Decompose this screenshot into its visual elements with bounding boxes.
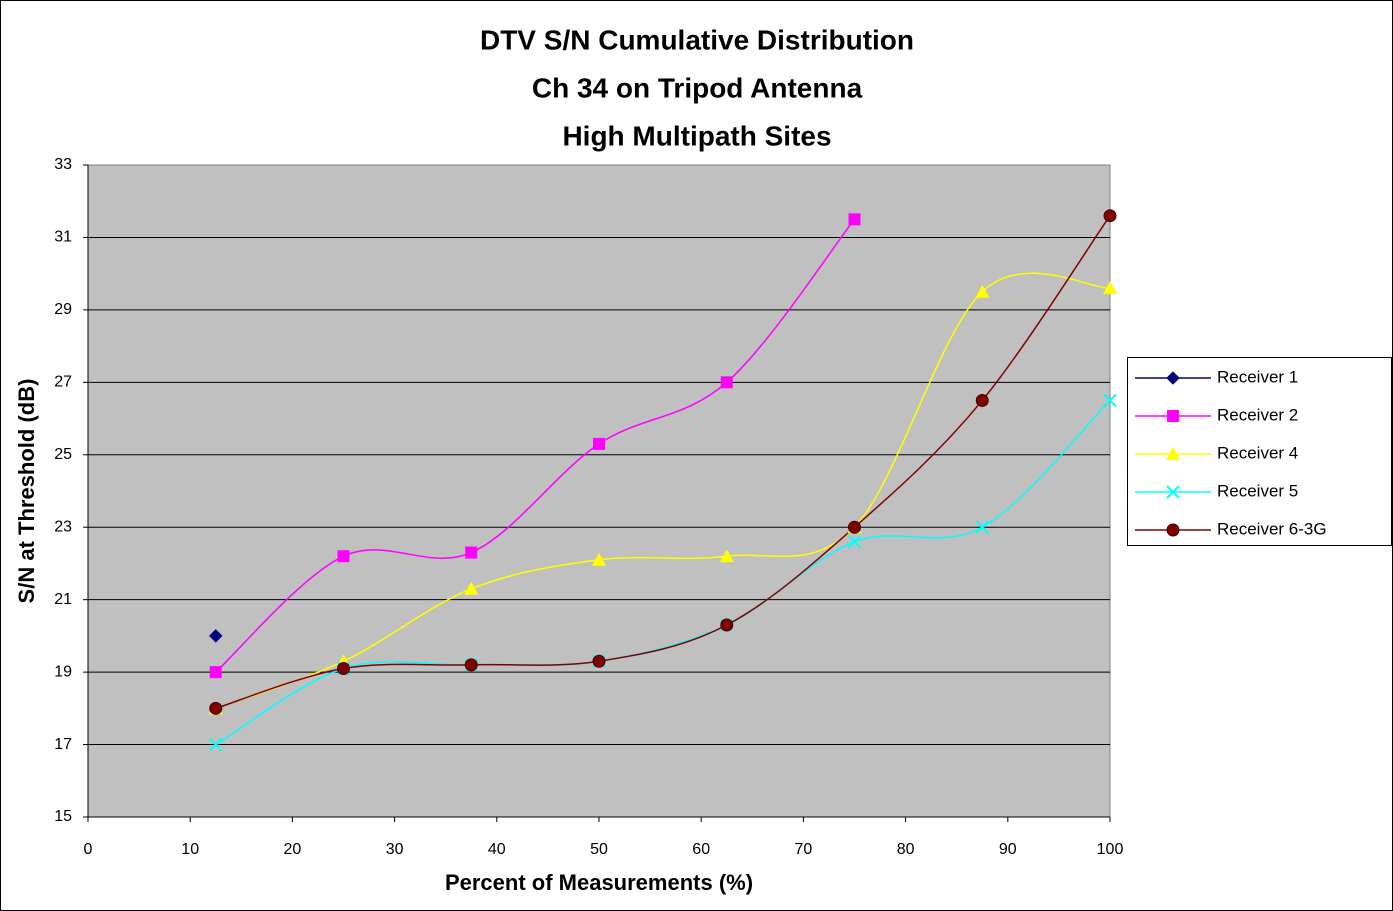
marker [975,284,990,298]
marker [337,661,350,675]
marker [719,549,734,563]
legend-marker [1166,485,1180,499]
marker [209,701,223,715]
marker [465,546,478,559]
marker [975,520,989,534]
marker [720,618,734,632]
x-tick-label: 20 [284,841,302,858]
legend-label: Receiver 4 [1217,443,1298,462]
legend-marker [1167,410,1179,422]
marker [975,393,989,407]
legend-marker [1166,523,1180,537]
x-tick-label: 50 [590,841,608,858]
marker [592,654,606,668]
legend-label: Receiver 6-3G [1217,519,1327,538]
title-line: High Multipath Sites [562,120,831,151]
x-axis-label: Percent of Measurements (%) [445,870,753,895]
series-line [215,272,1111,710]
marker [464,658,478,672]
x-tick-label: 100 [1097,841,1124,858]
y-tick-label: 33 [54,156,72,173]
legend-label: Receiver 2 [1217,405,1298,424]
series-line [215,218,856,673]
y-tick-label: 27 [54,374,72,391]
y-tick-label: 25 [54,446,72,463]
x-tick-label: 0 [84,841,93,858]
legend-marker [1166,447,1180,460]
marker [847,535,862,549]
x-tick-label: 60 [692,841,710,858]
x-tick-label: 40 [488,841,506,858]
y-tick-label: 23 [54,518,72,535]
y-tick-label: 19 [54,663,72,680]
marker [337,550,350,563]
title-line: DTV S/N Cumulative Distribution [480,24,914,55]
title-line: Ch 34 on Tripod Antenna [532,72,863,103]
x-tick-label: 90 [999,841,1017,858]
y-tick-label: 29 [54,301,72,318]
marker [720,376,733,389]
marker [209,629,223,643]
x-tick-label: 70 [795,841,813,858]
marker [848,520,861,534]
marker [593,437,605,450]
x-tick-label: 80 [897,841,915,858]
legend-label: Receiver 5 [1217,481,1298,500]
x-tick-label: 30 [386,841,404,858]
marker [209,737,223,752]
marker [1103,393,1117,408]
marker [209,666,222,679]
y-tick-label: 21 [54,591,72,608]
y-tick-label: 17 [54,736,72,753]
legend-label: Receiver 1 [1217,367,1298,386]
chart-title: DTV S/N Cumulative Distribution Ch 34 on … [480,24,914,151]
marker [848,213,861,226]
marker [464,581,479,595]
y-tick-label: 31 [54,229,72,246]
y-tick-label: 15 [54,808,72,825]
marker [1103,209,1117,223]
legend-marker [1166,371,1180,385]
marker [592,552,606,566]
y-axis-label: S/N at Threshold (dB) [14,379,39,604]
marker [1103,281,1117,295]
plot-area [87,164,1111,818]
x-tick-label: 10 [181,841,199,858]
